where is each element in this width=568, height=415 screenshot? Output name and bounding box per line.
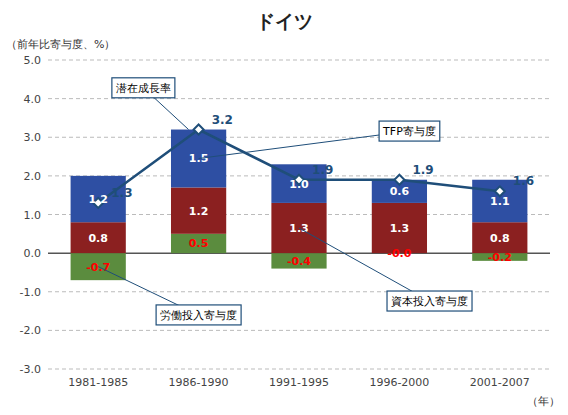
data-label: 1.2 (88, 193, 108, 206)
y-tick-label: -2.0 (20, 324, 41, 337)
data-label: 0.8 (490, 232, 510, 245)
annotation-box (112, 78, 175, 98)
bar (71, 222, 126, 253)
chart: ドイツ （前年比寄与度、%） -3.0 -2.0 -1.0 0.0 1.0 2.0 3.0 4.0… (0, 0, 568, 415)
data-label: -0.0 (387, 247, 411, 260)
y-axis-label: （前年比寄与度、%） (6, 38, 115, 51)
data-labels: -0.70.5-0.4-0.0-0.20.81.21.31.30.81.21.5… (86, 113, 534, 274)
title: ドイツ (256, 10, 313, 32)
data-label: 3.2 (212, 113, 233, 127)
data-label: 0.8 (88, 232, 108, 245)
x-tick-label: 2001-2007 (470, 376, 530, 389)
grid-line (48, 291, 550, 292)
y-tick-label: 5.0 (24, 54, 42, 67)
line-marker (194, 125, 204, 135)
page: {"chart_data": { "type": "bar", "stacked… (0, 0, 568, 415)
marks (71, 125, 528, 281)
bar (171, 234, 226, 253)
data-label: -0.2 (488, 251, 512, 264)
data-label: 1.3 (111, 186, 132, 200)
y-tick-label: 2.0 (24, 170, 42, 183)
annotation-box (387, 291, 472, 311)
grid-line (48, 330, 550, 331)
x-tick-label: 1981-1985 (68, 376, 128, 389)
grid-line (48, 369, 550, 370)
y-tick-label: -1.0 (20, 286, 41, 299)
y-tick-label: -3.0 (20, 363, 41, 376)
data-label: 0.6 (390, 185, 410, 198)
data-label: 1.0 (289, 178, 309, 191)
bar (372, 203, 427, 253)
data-label: 1.9 (412, 163, 433, 177)
annotation-box (379, 121, 440, 141)
x-axis-label: （年） (527, 395, 560, 408)
bar (171, 187, 226, 233)
grid-line (48, 137, 550, 138)
x-tick-label: 1986-1990 (169, 376, 229, 389)
y-tick-label: 3.0 (24, 131, 42, 144)
annotation-leader (299, 228, 430, 301)
data-label: 1.3 (390, 222, 410, 235)
annotation: 潜在成長率 (116, 82, 171, 95)
bar (472, 222, 527, 253)
annotations: 潜在成長率労働投入寄与度 TFP寄与度資本投入寄与度 (98, 78, 472, 325)
grid (48, 60, 550, 369)
grid-line (48, 60, 550, 61)
x-tick-label: 1996-2000 (369, 376, 429, 389)
annotation-box (156, 305, 241, 325)
bar (271, 253, 326, 268)
annotation: TFP寄与度 (382, 125, 436, 138)
annotation: 労働投入寄与度 (160, 309, 237, 322)
annotation-leader (199, 131, 410, 158)
y-tick-label: 1.0 (24, 209, 42, 222)
data-label: 1.1 (490, 195, 510, 208)
data-label: 1.5 (189, 152, 209, 165)
line-marker (394, 175, 404, 185)
y-tick-label: 4.0 (24, 93, 42, 106)
data-label: 0.5 (189, 237, 209, 250)
data-label: -0.4 (287, 255, 311, 268)
data-label: 1.9 (312, 163, 333, 177)
data-label: 1.6 (513, 174, 534, 188)
x-tick-label: 1991-1995 (269, 376, 329, 389)
y-tick-label: 0.0 (24, 247, 42, 260)
data-label: 1.2 (189, 205, 209, 218)
annotation: 資本投入寄与度 (391, 295, 468, 308)
